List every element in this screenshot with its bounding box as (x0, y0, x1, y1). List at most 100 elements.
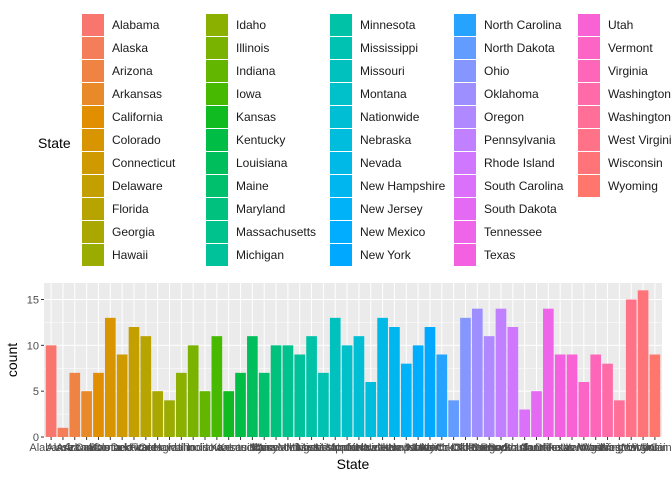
bar-delaware (128, 327, 140, 437)
bar-colorado (104, 317, 116, 437)
legend-key-florida (82, 198, 104, 220)
x-tick-label-missouri: Missouri (315, 442, 356, 454)
x-tick-label-maine: Maine (249, 442, 279, 454)
legend-key-alaska (82, 37, 104, 59)
legend-key-ohio (454, 60, 476, 82)
x-tick-label-nationwide: Nationwide (332, 442, 386, 454)
bar-idaho (176, 372, 187, 437)
legend-key-missouri (330, 60, 352, 82)
bar-hawaii (164, 400, 175, 437)
legend-label-oklahoma: Oklahoma (484, 87, 539, 101)
bar-maine (258, 372, 270, 437)
legend-label-nebraska: Nebraska (360, 133, 412, 147)
bar-utah (566, 354, 578, 437)
x-axis-title: State (337, 456, 370, 472)
legend-label-kansas: Kansas (236, 110, 276, 124)
legend-label-south-dakota: South Dakota (484, 202, 557, 216)
x-tick-label-ohio: Ohio (454, 442, 477, 454)
bar-kansas (223, 391, 235, 437)
x-tick-label-mississippi: Mississippi (297, 442, 350, 454)
y-tick-label: 15 (27, 295, 39, 307)
legend-label-rhode-island: Rhode Island (484, 156, 555, 170)
legend-label-mississippi: Mississippi (360, 41, 418, 55)
x-tick-label-arizona: Arizona (56, 442, 94, 454)
bar-kentucky (235, 372, 246, 437)
legend-key-north-carolina (454, 14, 476, 36)
bar-california (93, 372, 104, 437)
bar-virginia (590, 354, 602, 437)
bar-michigan (294, 354, 306, 437)
y-tick-label: 0 (33, 432, 39, 444)
x-tick-label-rhode-island: Rhode Island (480, 442, 545, 454)
x-tick-label-maryland: Maryland (253, 442, 298, 454)
bar-nationwide (353, 336, 365, 437)
legend-key-arkansas (82, 83, 104, 105)
x-tick-label-new-jersey: New Jersey (378, 442, 436, 454)
legend-key-west-virginia (578, 129, 600, 151)
x-tick-label-west-virginia: West Virginia (599, 442, 664, 454)
bar-missouri (329, 317, 341, 437)
x-tick-label-alaska: Alaska (46, 442, 80, 454)
legend-key-rhode-island (454, 152, 476, 174)
legend-key-pennsylvania (454, 129, 476, 151)
x-axis: AlabamaAlaskaArizonaArkansasCaliforniaCo… (29, 437, 672, 454)
bar-washington (602, 363, 613, 437)
x-tick-label-arkansas: Arkansas (64, 442, 110, 454)
legend-key-washington (578, 83, 600, 105)
legend-key-minnesota (330, 14, 352, 36)
legend-label-wisconsin: Wisconsin (608, 156, 663, 170)
legend-label-new-mexico: New Mexico (360, 225, 426, 239)
bar-indiana (199, 391, 211, 437)
legend-label-maryland: Maryland (236, 202, 285, 216)
bar-oklahoma (471, 308, 483, 437)
x-tick-label-new-mexico: New Mexico (388, 442, 448, 454)
legend-key-idaho (206, 14, 228, 36)
legend-label-nevada: Nevada (360, 156, 402, 170)
x-tick-label-illinois: Illinois (178, 442, 209, 454)
bar-nevada (377, 317, 388, 437)
legend-key-california (82, 106, 104, 128)
legend-key-alabama (82, 14, 104, 36)
x-tick-label-new-hampshire: New Hampshire (355, 442, 433, 454)
legend-key-new-mexico (330, 221, 352, 243)
bar-massachusetts (282, 345, 294, 437)
bar-mississippi (318, 372, 329, 437)
legend-key-maine (206, 175, 228, 197)
bar-new-york (424, 327, 436, 437)
legend-label-minnesota: Minnesota (360, 18, 416, 32)
legend-key-nebraska (330, 129, 352, 151)
legend-label-massachusetts: Massachusetts (236, 225, 316, 239)
x-tick-label-tennessee: Tennessee (522, 442, 575, 454)
legend-label-north-dakota: North Dakota (484, 41, 555, 55)
legend-label-montana: Montana (360, 87, 407, 101)
bar-south-dakota (531, 391, 542, 437)
x-tick-label-north-carolina: North Carolina (406, 442, 478, 454)
y-axis: 0 5 10 15 (27, 295, 44, 444)
legend-key-kansas (206, 106, 228, 128)
x-tick-label-nebraska: Nebraska (347, 442, 395, 454)
bar-north-carolina (436, 354, 448, 437)
legend: State Alabama Alaska Arizona Arkansas Califo… (38, 14, 672, 266)
bar-nebraska (365, 382, 377, 437)
legend-label-pennsylvania: Pennsylvania (484, 133, 556, 147)
x-tick-label-iowa: Iowa (205, 442, 229, 454)
legend-key-north-dakota (454, 37, 476, 59)
bar-maryland (270, 345, 282, 437)
bar-west-virginia (625, 299, 637, 437)
x-tick-label-georgia: Georgia (138, 442, 178, 454)
x-tick-label-utah: Utah (560, 442, 583, 454)
legend-label-delaware: Delaware (112, 179, 163, 193)
bar-texas (554, 354, 566, 437)
legend-label-south-carolina: South Carolina (484, 179, 564, 193)
legend-label-idaho: Idaho (236, 18, 266, 32)
legend-key-washington-dc (578, 106, 600, 128)
bar-new-jersey (400, 363, 412, 437)
legend-key-mississippi (330, 37, 352, 59)
legend-key-illinois (206, 37, 228, 59)
legend-key-wyoming (578, 175, 600, 197)
legend-key-louisiana (206, 152, 228, 174)
bar-washington-dc (614, 400, 625, 437)
legend-key-nationwide (330, 106, 352, 128)
bar-oregon (483, 336, 495, 437)
